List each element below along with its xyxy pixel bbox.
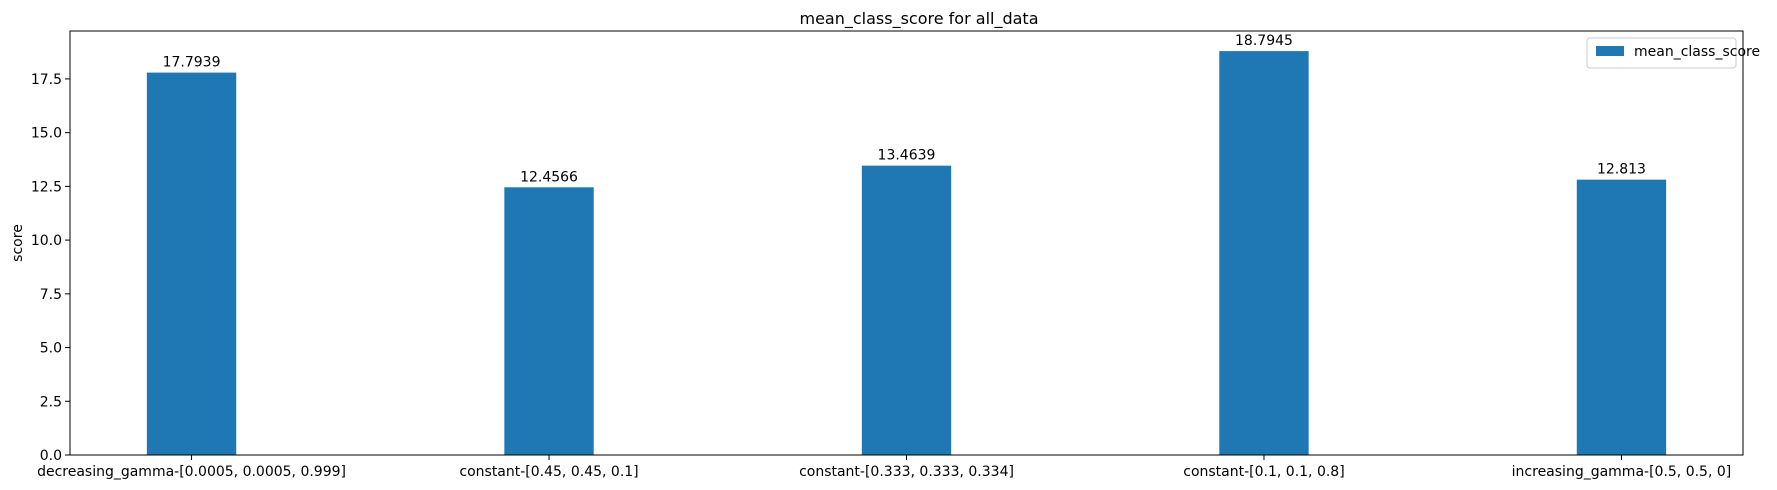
y-tick-label: 12.5	[31, 179, 62, 195]
bar-value-label: 12.813	[1597, 162, 1646, 178]
x-tick-label: constant-[0.333, 0.333, 0.334]	[799, 464, 1014, 480]
legend: mean_class_score	[1586, 37, 1760, 69]
x-axis: decreasing_gamma-[0.0005, 0.0005, 0.999]…	[37, 455, 1731, 480]
y-tick-label: 17.5	[31, 72, 62, 88]
bar-value-labels: 17.7939 12.4566 13.4639 18.7945 12.813	[163, 33, 1646, 185]
x-tick-label: constant-[0.1, 0.1, 0.8]	[1183, 464, 1344, 480]
x-tick-label: constant-[0.45, 0.45, 0.1]	[459, 464, 638, 480]
bar-value-label: 13.4639	[878, 148, 936, 164]
y-axis: 0.0 2.5 5.0 7.5 10.0 12.5 15.0 17.5	[31, 72, 70, 464]
bar	[504, 187, 594, 455]
legend-box	[1586, 37, 1737, 69]
bar	[1576, 179, 1667, 455]
y-tick-label: 0.0	[40, 448, 62, 464]
bar	[1219, 51, 1309, 455]
bar	[146, 72, 237, 455]
y-axis-label: score	[10, 224, 26, 262]
y-tick-label: 2.5	[40, 394, 62, 410]
bar-value-label: 18.7945	[1235, 33, 1293, 49]
chart-title: mean_class_score for all_data	[800, 9, 1039, 29]
x-tick-label: increasing_gamma-[0.5, 0.5, 0]	[1512, 464, 1732, 480]
y-tick-label: 10.0	[31, 233, 62, 249]
bars	[146, 51, 1667, 455]
y-tick-label: 15.0	[31, 126, 62, 142]
bar	[861, 165, 952, 455]
bar-value-label: 12.4566	[520, 169, 578, 185]
y-tick-label: 7.5	[40, 287, 62, 303]
plot-frame	[69, 30, 1744, 456]
x-tick-label: decreasing_gamma-[0.0005, 0.0005, 0.999]	[37, 464, 346, 480]
legend-swatch	[1596, 46, 1624, 56]
y-tick-label: 5.0	[40, 341, 62, 357]
legend-label: mean_class_score	[1634, 44, 1760, 60]
bar-value-label: 17.7939	[163, 55, 221, 71]
